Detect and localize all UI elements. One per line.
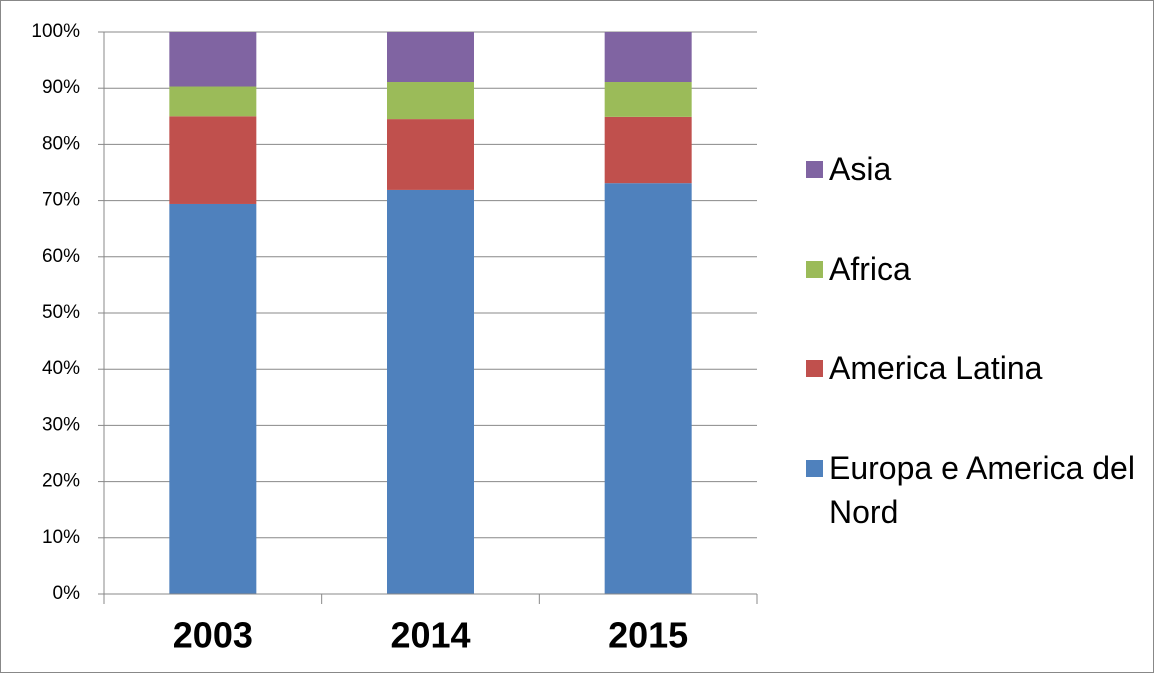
y-tick-label: 30%	[42, 414, 80, 435]
y-tick-label: 70%	[42, 190, 80, 211]
legend-swatch	[806, 460, 823, 477]
bar-segment	[387, 119, 474, 190]
legend-swatch	[806, 161, 823, 178]
bar-segment	[387, 32, 474, 83]
legend-item: Europa e America del Nord	[806, 446, 1146, 534]
bar-segment	[387, 82, 474, 120]
legend-label: America Latina	[829, 350, 1043, 386]
legend-label: Europa e America del Nord	[829, 450, 1135, 530]
y-tick-label: 40%	[42, 358, 80, 379]
bar-segment	[604, 116, 692, 184]
bar-segment	[169, 116, 257, 204]
legend-item: America Latina	[806, 346, 1146, 390]
y-tick-label: 10%	[42, 527, 80, 548]
bar-segment	[169, 32, 257, 87]
y-tick-label: 0%	[53, 583, 81, 604]
bar-segment	[169, 203, 257, 595]
legend-swatch	[806, 261, 823, 278]
x-tick-label: 2015	[608, 615, 688, 656]
legend-label: Asia	[829, 151, 892, 187]
x-tick-label: 2003	[173, 615, 253, 656]
bar-segment	[387, 189, 474, 594]
legend-item: Asia	[806, 147, 1146, 191]
legend-swatch	[806, 360, 823, 377]
x-tick-label: 2014	[390, 615, 470, 656]
y-tick-label: 90%	[42, 77, 80, 98]
y-tick-label: 100%	[31, 21, 80, 42]
bar-segment	[604, 82, 692, 117]
bar-segment	[169, 86, 257, 117]
y-tick-label: 60%	[42, 246, 80, 267]
legend-label: Africa	[829, 251, 911, 287]
bar-segment	[604, 32, 692, 83]
legend-item: Africa	[806, 247, 1146, 291]
y-tick-label: 20%	[42, 471, 80, 492]
y-tick-label: 50%	[42, 302, 80, 323]
y-tick-label: 80%	[42, 133, 80, 154]
bar-segment	[604, 183, 692, 595]
